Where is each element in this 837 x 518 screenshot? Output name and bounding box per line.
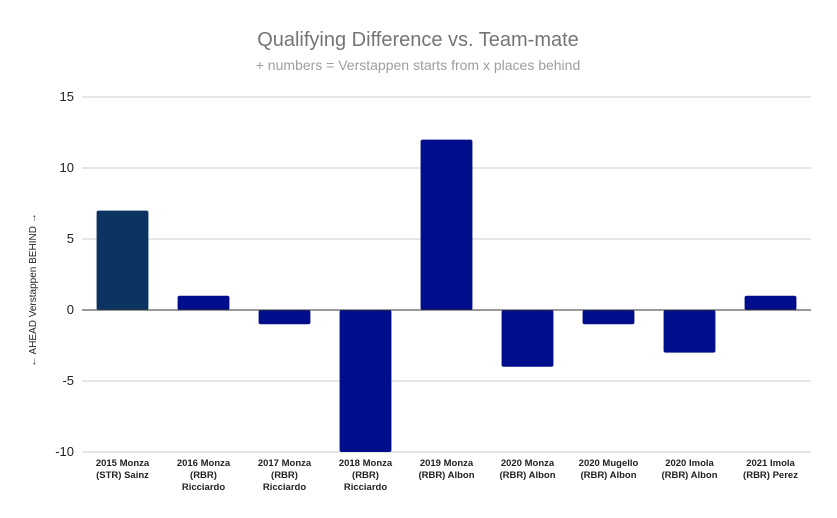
x-tick-label-line: Ricciardo	[182, 482, 225, 493]
x-tick-label: 2020 Mugello (RBR) Albon	[579, 458, 639, 481]
x-tick-label-line: Ricciardo	[344, 482, 387, 493]
bar	[582, 310, 635, 325]
x-tick-label-line: (RBR) Albon	[418, 470, 474, 481]
x-tick-label-line: (RBR) Albon	[499, 470, 555, 481]
y-tick-label: 0	[67, 302, 74, 317]
chart-subtitle: + numbers = Verstappen starts from x pla…	[256, 57, 581, 73]
x-tick-label-line: 2021 Imola	[746, 458, 795, 469]
x-tick-label: 2017 Monza (RBR) Ricciardo	[258, 458, 312, 493]
chart-title: Qualifying Difference vs. Team-mate	[257, 29, 579, 51]
bar	[177, 295, 230, 310]
y-tick-label: -5	[62, 373, 74, 388]
x-tick-label-line: 2018 Monza	[339, 458, 393, 469]
x-tick-label: 2016 Monza (RBR) Ricciardo	[177, 458, 231, 493]
x-tick-label-line: 2015 Monza	[96, 458, 150, 469]
x-tick-label-line: 2020 Monza	[501, 458, 555, 469]
x-tick-label: 2020 Monza (RBR) Albon	[499, 458, 555, 481]
x-tick-label-line: (RBR) Perez	[743, 470, 798, 481]
x-tick-label: 2015 Monza (STR) Sainz	[96, 458, 150, 481]
y-axis-label: ← AHEAD Verstappen BEHIND →	[28, 213, 39, 366]
bar	[744, 295, 797, 310]
y-tick-label: -10	[55, 444, 74, 459]
x-tick-label-line: 2017 Monza	[258, 458, 312, 469]
x-tick-label-line: (RBR)	[271, 470, 298, 481]
x-tick-label: 2021 Imola (RBR) Perez	[743, 458, 798, 481]
bars	[82, 139, 811, 452]
y-tick-label: 5	[67, 231, 74, 246]
x-tick-label-line: (RBR)	[352, 470, 379, 481]
x-tick-label-line: 2019 Monza	[420, 458, 474, 469]
x-tick-label-line: Ricciardo	[263, 482, 306, 493]
x-tick-label: 2020 Imola (RBR) Albon	[661, 458, 717, 481]
bar	[501, 310, 554, 367]
x-tick-label-line: (RBR) Albon	[580, 470, 636, 481]
y-tick-label: 10	[60, 160, 74, 175]
y-tick-label: 15	[60, 89, 74, 104]
x-tick-label: 2018 Monza (RBR) Ricciardo	[339, 458, 393, 493]
bar	[420, 139, 473, 310]
x-tick-label-line: (RBR)	[190, 470, 217, 481]
x-tick-label-line: 2016 Monza	[177, 458, 231, 469]
x-tick-label-line: 2020 Imola	[665, 458, 714, 469]
x-tick-label-line: 2020 Mugello	[579, 458, 639, 469]
x-tick-label: 2019 Monza (RBR) Albon	[418, 458, 474, 481]
bar	[258, 310, 311, 325]
y-tick-labels: 15 10 5 0 -5 -10	[55, 89, 74, 459]
bar	[663, 310, 716, 353]
x-tick-label-line: (STR) Sainz	[96, 470, 149, 481]
bar	[96, 210, 149, 310]
bar	[339, 310, 392, 452]
x-tick-label-line: (RBR) Albon	[661, 470, 717, 481]
